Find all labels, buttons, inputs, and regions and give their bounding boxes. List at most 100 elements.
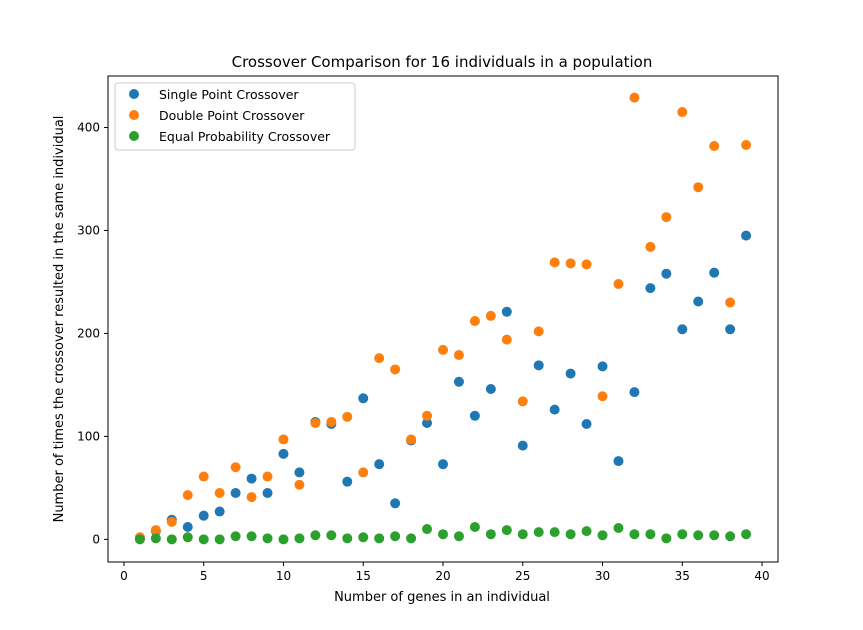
data-point — [262, 533, 273, 544]
data-point — [422, 524, 433, 535]
data-point — [342, 476, 353, 487]
x-tick-label: 35 — [675, 569, 690, 583]
data-point — [677, 324, 688, 335]
data-point — [501, 334, 512, 345]
data-point — [278, 448, 289, 459]
legend-label-equal-probability: Equal Probability Crossover — [159, 129, 331, 144]
axes-frame — [107, 75, 779, 563]
data-point — [549, 527, 560, 538]
data-point — [166, 534, 177, 545]
data-point — [597, 361, 608, 372]
data-point — [645, 241, 656, 252]
data-point — [581, 259, 592, 270]
y-axis-label: Number of times the crossover resulted i… — [52, 116, 67, 523]
data-point — [533, 360, 544, 371]
data-point — [374, 459, 385, 470]
data-point — [661, 268, 672, 279]
data-point — [597, 530, 608, 541]
data-point — [741, 230, 752, 241]
data-point — [693, 296, 704, 307]
data-point — [310, 530, 321, 541]
data-point — [230, 462, 241, 473]
data-point — [390, 531, 401, 542]
legend-label-single-point: Single Point Crossover — [159, 87, 299, 102]
data-point — [214, 506, 225, 517]
data-point — [469, 410, 480, 421]
data-point — [533, 326, 544, 337]
x-axis-ticks: 0 5 10 15 20 25 30 35 40 — [120, 562, 770, 583]
legend-marker-equal-probability — [129, 131, 139, 141]
data-point — [709, 141, 720, 152]
y-axis-ticks: 0 100 200 300 400 — [77, 120, 108, 546]
x-tick-label: 20 — [435, 569, 450, 583]
data-point — [645, 529, 656, 540]
data-point — [406, 533, 417, 544]
data-point — [246, 492, 257, 503]
data-point — [485, 529, 496, 540]
data-point — [342, 533, 353, 544]
y-tick-label: 400 — [77, 120, 100, 134]
data-point — [198, 510, 209, 521]
x-tick-label: 5 — [200, 569, 208, 583]
legend-label-double-point: Double Point Crossover — [159, 108, 305, 123]
data-point — [693, 530, 704, 541]
data-points — [134, 92, 752, 545]
data-point — [294, 467, 305, 478]
data-point — [166, 516, 177, 527]
data-point — [246, 531, 257, 542]
data-point — [549, 404, 560, 415]
data-point — [709, 267, 720, 278]
data-point — [453, 531, 464, 542]
data-point — [501, 306, 512, 317]
data-point — [485, 310, 496, 321]
data-point — [198, 471, 209, 482]
data-point — [406, 434, 417, 445]
y-tick-label: 200 — [77, 326, 100, 340]
data-point — [182, 521, 193, 532]
data-point — [725, 297, 736, 308]
data-point — [246, 473, 257, 484]
legend-box — [114, 82, 356, 151]
chart-title: Crossover Comparison for 16 individuals … — [232, 53, 653, 71]
data-point — [725, 324, 736, 335]
data-point — [326, 530, 337, 541]
data-point — [549, 257, 560, 268]
data-point — [214, 488, 225, 499]
data-point — [629, 387, 640, 398]
data-point — [581, 526, 592, 537]
plot-area: 0 5 10 15 20 25 30 35 40 0 100 200 300 400 — [77, 75, 779, 583]
data-point — [438, 459, 448, 470]
legend-marker-single-point — [129, 89, 139, 99]
data-point — [741, 529, 752, 540]
data-point — [661, 212, 672, 223]
data-point — [390, 364, 401, 375]
data-point — [565, 529, 576, 540]
data-point — [150, 533, 161, 544]
data-point — [278, 434, 289, 445]
data-point — [469, 521, 480, 532]
data-point — [358, 467, 369, 478]
data-point — [517, 529, 528, 540]
data-point — [565, 258, 576, 269]
data-point — [565, 368, 576, 379]
data-point — [597, 391, 608, 402]
data-point — [198, 534, 209, 545]
data-point — [326, 416, 337, 427]
data-point — [374, 533, 385, 544]
data-point — [677, 529, 688, 540]
data-point — [390, 498, 401, 509]
y-tick-label: 300 — [77, 223, 100, 237]
series-equal-probability — [134, 521, 752, 545]
data-point — [262, 471, 273, 482]
x-tick-label: 30 — [595, 569, 610, 583]
data-point — [517, 440, 528, 451]
data-point — [677, 107, 688, 118]
data-point — [725, 531, 736, 542]
y-tick-label: 100 — [77, 429, 100, 443]
data-point — [134, 534, 145, 545]
x-tick-label: 15 — [356, 569, 371, 583]
series-double-point — [134, 92, 752, 543]
data-point — [613, 523, 624, 534]
data-point — [613, 278, 624, 289]
